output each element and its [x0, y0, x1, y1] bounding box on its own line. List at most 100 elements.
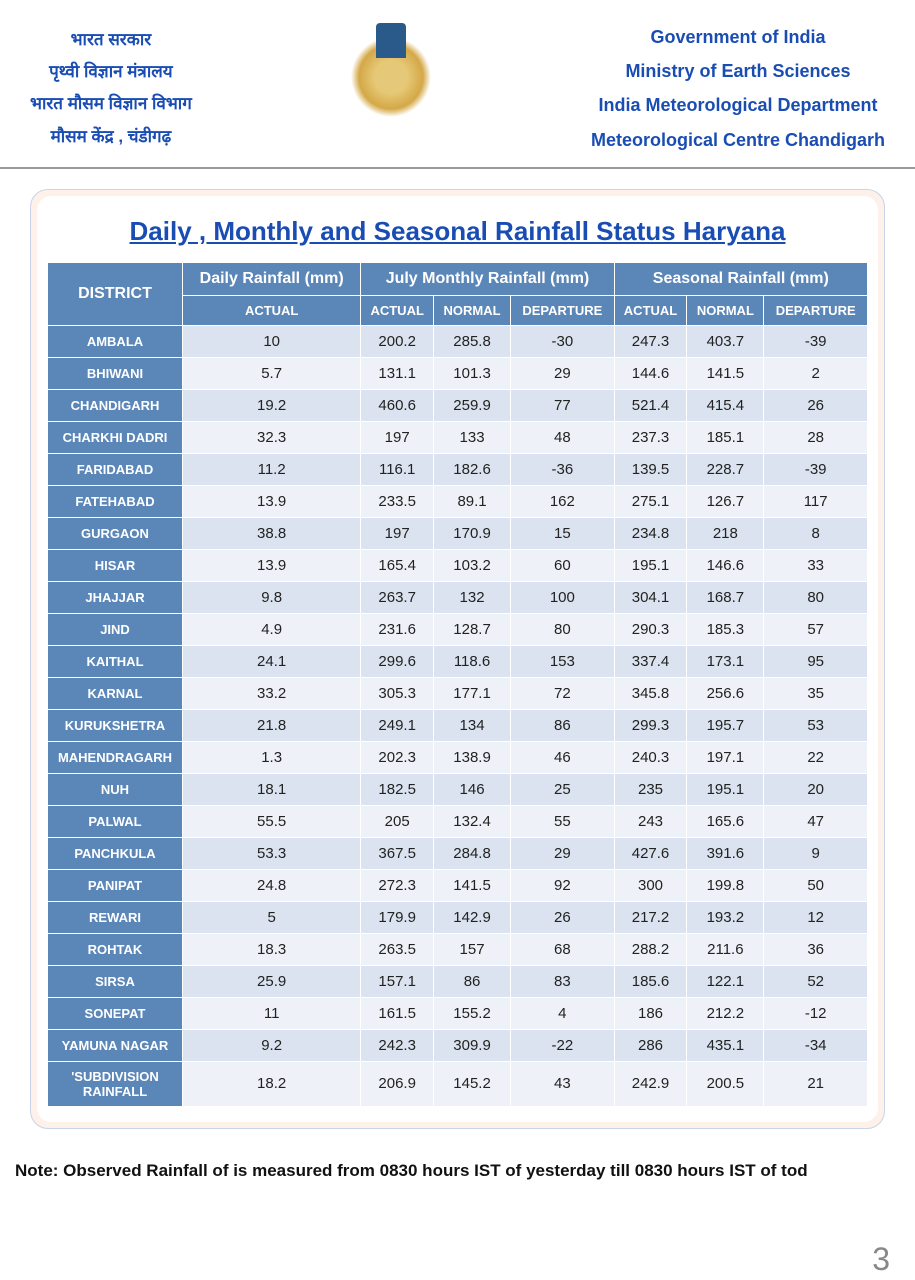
value-cell: 36 [764, 933, 868, 965]
value-cell: 47 [764, 805, 868, 837]
table-row: PANCHKULA53.3367.5284.829427.6391.69 [48, 837, 868, 869]
value-cell: 144.6 [614, 357, 687, 389]
value-cell: 18.3 [183, 933, 361, 965]
value-cell: 193.2 [687, 901, 764, 933]
value-cell: 32.3 [183, 421, 361, 453]
district-name-cell: HISAR [48, 549, 183, 581]
header-hindi-line: मौसम केंद्र , चंडीगढ़ [30, 121, 192, 153]
value-cell: 199.8 [687, 869, 764, 901]
value-cell: 217.2 [614, 901, 687, 933]
value-cell: 286 [614, 1029, 687, 1061]
district-name-cell: CHANDIGARH [48, 389, 183, 421]
value-cell: 197 [361, 421, 434, 453]
value-cell: 153 [511, 645, 615, 677]
value-cell: 304.1 [614, 581, 687, 613]
value-cell: 122.1 [687, 965, 764, 997]
district-name-cell: KURUKSHETRA [48, 709, 183, 741]
district-name-cell: PALWAL [48, 805, 183, 837]
district-name-cell: JIND [48, 613, 183, 645]
value-cell: 95 [764, 645, 868, 677]
value-cell: 72 [511, 677, 615, 709]
value-cell: 19.2 [183, 389, 361, 421]
value-cell: 305.3 [361, 677, 434, 709]
value-cell: 15 [511, 517, 615, 549]
table-row: BHIWANI5.7131.1101.329144.6141.52 [48, 357, 868, 389]
district-name-cell: NUH [48, 773, 183, 805]
value-cell: 68 [511, 933, 615, 965]
value-cell: 57 [764, 613, 868, 645]
value-cell: 118.6 [434, 645, 511, 677]
table-row: JHAJJAR9.8263.7132100304.1168.780 [48, 581, 868, 613]
table-row: KURUKSHETRA21.8249.113486299.3195.753 [48, 709, 868, 741]
value-cell: 243 [614, 805, 687, 837]
value-cell: 259.9 [434, 389, 511, 421]
value-cell: 50 [764, 869, 868, 901]
subhead-seasonal-departure: DEPARTURE [764, 295, 868, 325]
value-cell: 195.7 [687, 709, 764, 741]
value-cell: 182.5 [361, 773, 434, 805]
value-cell: 155.2 [434, 997, 511, 1029]
value-cell: 185.6 [614, 965, 687, 997]
value-cell: 460.6 [361, 389, 434, 421]
value-cell: 237.3 [614, 421, 687, 453]
value-cell: 205 [361, 805, 434, 837]
value-cell: 186 [614, 997, 687, 1029]
table-row: FATEHABAD13.9233.589.1162275.1126.7117 [48, 485, 868, 517]
value-cell: 29 [511, 357, 615, 389]
value-cell: -12 [764, 997, 868, 1029]
value-cell: 18.1 [183, 773, 361, 805]
value-cell: 33 [764, 549, 868, 581]
value-cell: 13.9 [183, 485, 361, 517]
value-cell: 26 [511, 901, 615, 933]
value-cell: 435.1 [687, 1029, 764, 1061]
value-cell: 92 [511, 869, 615, 901]
value-cell: 197 [361, 517, 434, 549]
value-cell: 249.1 [361, 709, 434, 741]
value-cell: 284.8 [434, 837, 511, 869]
district-name-cell: AMBALA [48, 325, 183, 357]
value-cell: 202.3 [361, 741, 434, 773]
value-cell: 24.1 [183, 645, 361, 677]
district-name-cell: KAITHAL [48, 645, 183, 677]
subhead-seasonal-normal: NORMAL [687, 295, 764, 325]
header-en-line: Government of India [591, 20, 885, 54]
value-cell: 195.1 [614, 549, 687, 581]
value-cell: 86 [511, 709, 615, 741]
value-cell: 228.7 [687, 453, 764, 485]
value-cell: 11 [183, 997, 361, 1029]
value-cell: -39 [764, 453, 868, 485]
value-cell: 2 [764, 357, 868, 389]
value-cell: -34 [764, 1029, 868, 1061]
table-row: GURGAON38.8197170.915234.82188 [48, 517, 868, 549]
value-cell: 11.2 [183, 453, 361, 485]
value-cell: 179.9 [361, 901, 434, 933]
value-cell: 263.5 [361, 933, 434, 965]
subhead-monthly-actual: ACTUAL [361, 295, 434, 325]
value-cell: 1.3 [183, 741, 361, 773]
value-cell: -22 [511, 1029, 615, 1061]
value-cell: 242.3 [361, 1029, 434, 1061]
value-cell: 168.7 [687, 581, 764, 613]
subhead-daily-actual: ACTUAL [183, 295, 361, 325]
header-right-english: Government of India Ministry of Earth Sc… [591, 20, 885, 157]
value-cell: 33.2 [183, 677, 361, 709]
table-row: NUH18.1182.514625235195.120 [48, 773, 868, 805]
value-cell: 206.9 [361, 1061, 434, 1106]
report-panel: Daily , Monthly and Seasonal Rainfall St… [30, 189, 885, 1129]
value-cell: 26 [764, 389, 868, 421]
value-cell: 18.2 [183, 1061, 361, 1106]
header-hindi-line: भारत सरकार [30, 24, 192, 56]
value-cell: 141.5 [687, 357, 764, 389]
value-cell: 427.6 [614, 837, 687, 869]
value-cell: 55.5 [183, 805, 361, 837]
district-name-cell: ROHTAK [48, 933, 183, 965]
table-row: YAMUNA NAGAR9.2242.3309.9-22286435.1-34 [48, 1029, 868, 1061]
value-cell: 233.5 [361, 485, 434, 517]
header-en-line: Ministry of Earth Sciences [591, 54, 885, 88]
value-cell: 141.5 [434, 869, 511, 901]
page-number: 3 [872, 1241, 890, 1278]
value-cell: 80 [764, 581, 868, 613]
value-cell: 25 [511, 773, 615, 805]
district-name-cell: 'SUBDIVISION RAINFALL [48, 1061, 183, 1106]
value-cell: 48 [511, 421, 615, 453]
